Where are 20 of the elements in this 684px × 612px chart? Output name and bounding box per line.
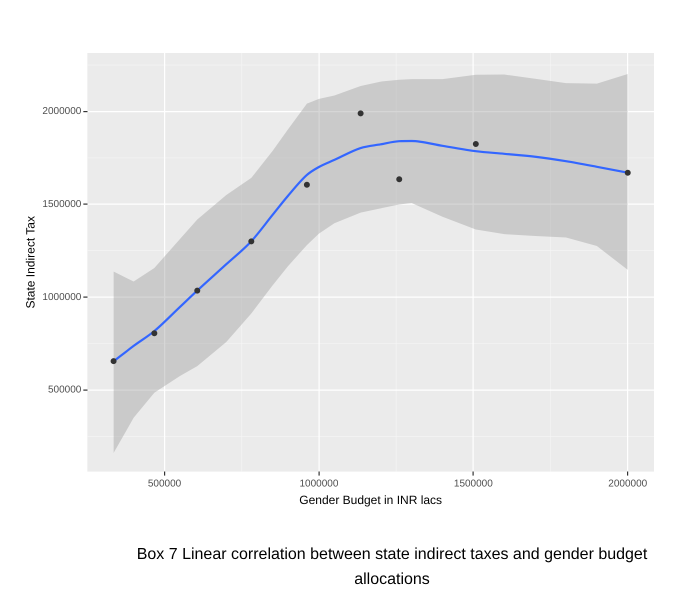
point [624, 170, 631, 176]
x-tick-label: 2000000 [608, 478, 648, 490]
point [358, 110, 364, 116]
y-axis-title: State Indirect Tax [24, 216, 38, 309]
point [248, 238, 254, 244]
point [396, 176, 402, 182]
x-tick-label: 500000 [148, 478, 182, 490]
y-tick-label: 500000 [48, 384, 82, 396]
y-tick-label: 1500000 [42, 199, 82, 210]
point [151, 330, 158, 336]
point [472, 140, 479, 147]
point [110, 358, 117, 364]
x-tick-label: 1500000 [454, 478, 494, 490]
x-axis-title: Gender Budget in INR lacs [299, 493, 442, 508]
point [304, 182, 310, 188]
x-tick-label: 1000000 [299, 478, 339, 490]
text: Box 7 Linear correlation between state indirect taxes and gender budget allocations [136, 545, 648, 590]
y-tick-label: 2000000 [42, 106, 82, 118]
point [194, 288, 200, 294]
y-tick-label: 1000000 [42, 292, 82, 303]
